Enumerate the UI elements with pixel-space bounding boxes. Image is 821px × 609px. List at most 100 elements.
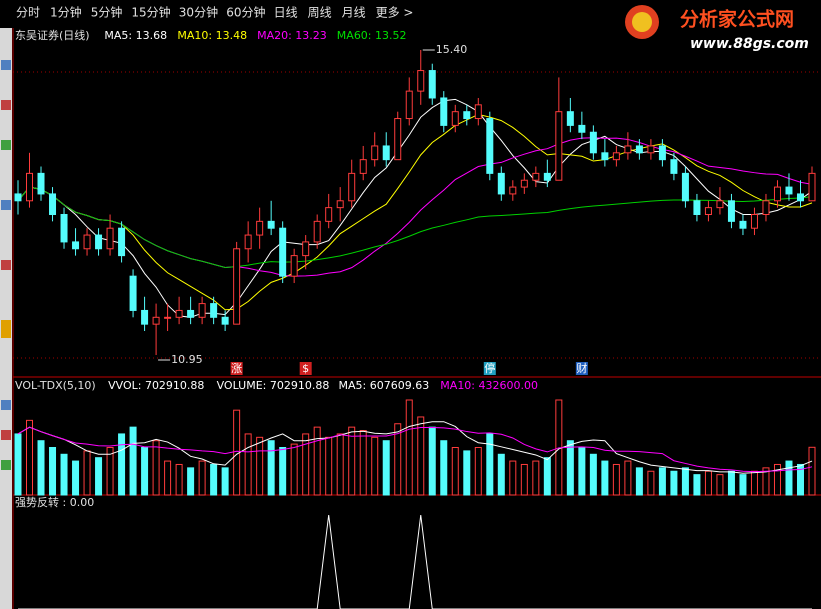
candle-body [14,193,22,202]
volume-label: MA10: 432600.00 [440,379,538,392]
ma-label: MA20: 13.23 [257,29,327,42]
ma-label: MA5: 13.68 [104,29,167,42]
candle-body [129,275,137,311]
volume-bar [221,467,229,496]
volume-bar [348,426,356,496]
volume-bar [83,450,91,496]
candle-body [210,303,218,318]
indicator-title: 强势反转 : 0.00 [15,495,94,509]
volume-bar [589,453,597,496]
volume-bar [198,460,206,496]
volume-bar [394,423,402,496]
candle-body [302,241,310,257]
volume-bar [187,467,195,496]
candle-body [509,186,517,195]
volume-bar [681,467,689,496]
volume-bar [704,470,712,496]
candle-body [83,234,91,250]
candle-body [359,159,367,174]
volume-bar [658,467,666,496]
candle-body [428,70,436,99]
icon [1,460,11,470]
candle-body [221,316,229,325]
volume-bar [336,433,344,496]
candle-body [497,172,505,195]
volume-bar [693,474,701,496]
period-tab[interactable]: 更多 > [376,6,414,20]
candle-body [405,90,413,120]
volume-bar [164,460,172,496]
sidebar [0,28,12,609]
candle-body [773,186,781,202]
candle-body [796,193,804,202]
candle-body [750,213,758,229]
logo-globe-inner [632,12,652,32]
volume-bar [359,430,367,496]
volume-bar [532,460,540,496]
icon [1,200,11,210]
candle-body [290,255,298,277]
candle-body [532,172,540,181]
candle-body [451,111,459,126]
volume-bar [612,463,620,496]
period-tab[interactable]: 15分钟 [131,5,170,20]
event-marker: 涨 [231,362,242,375]
volume-bar [796,463,804,496]
volume-bar [256,436,264,496]
period-tab[interactable]: 月线 [342,6,366,20]
volume-bar [497,453,505,496]
volume-bar [405,399,413,496]
period-tab[interactable]: 日线 [274,6,298,20]
candle-body [26,172,34,202]
volume-bar [106,447,114,496]
event-badge [299,362,312,375]
candle-body [256,220,264,236]
icon [1,60,11,70]
volume-label: VVOL: 702910.88 [108,379,204,392]
volume-bar [244,433,252,496]
volume-bar [428,426,436,496]
candle-body [267,220,275,229]
volume-bar [716,474,724,496]
candle-body [635,145,643,154]
candle-body [336,200,344,209]
event-marker: 停 [484,361,495,375]
period-tab[interactable]: 60分钟 [226,5,265,20]
event-marker: $ [302,362,309,375]
candle-body [566,111,574,126]
candle-body [187,309,195,318]
volume-bar [635,467,643,496]
candle-body [762,200,770,215]
period-tab[interactable]: 1分钟 [50,5,82,20]
candle-body [727,200,735,222]
period-tab[interactable]: 分时 [16,6,40,20]
volume-bar [750,470,758,496]
candle-body [440,97,448,126]
logo-name: 分析家公式网 [680,8,794,31]
volume-bar [371,436,379,496]
volume-bar [175,463,183,496]
candle-body [371,145,379,161]
volume-bar [451,447,459,496]
volume-bar [279,447,287,496]
volume-bar [129,426,137,496]
event-badge [230,362,243,375]
volume-title: VOL-TDX(5,10) [15,379,96,392]
logo: 分析家公式网 www.88gs.com [618,0,821,56]
candle-body [37,172,45,195]
candle-body [658,145,666,161]
icon [1,400,11,410]
ma-label: MA10: 13.48 [177,29,247,42]
period-tab[interactable]: 5分钟 [91,5,123,20]
candle-body [382,145,390,161]
volume-label: VOLUME: 702910.88 [217,379,330,392]
candle-body [49,193,57,215]
period-tab[interactable]: 周线 [308,6,332,20]
candle-body [555,111,563,181]
volume-bar [382,440,390,496]
candle-body [141,309,149,325]
period-tab[interactable]: 30分钟 [179,5,218,20]
event-badge [575,362,588,375]
